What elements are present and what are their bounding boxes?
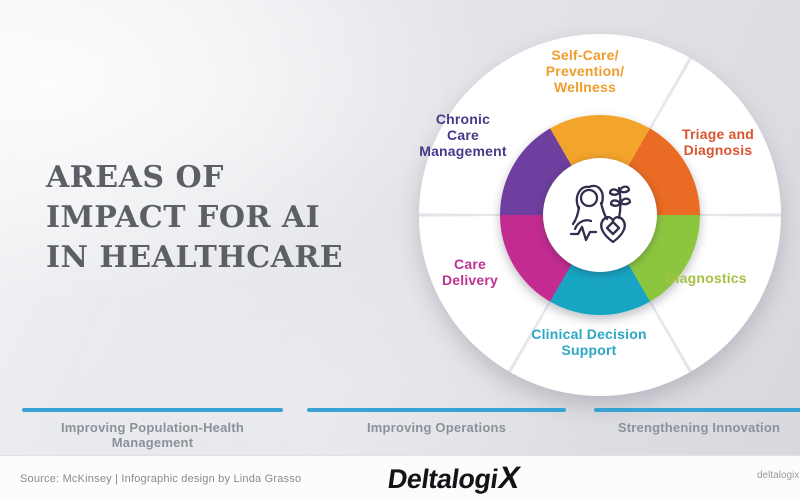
category-label: Improving Operations: [366, 420, 507, 435]
category-underline: [307, 408, 566, 412]
main-panel: AREAS OF IMPACT FOR AI IN HEALTHCARE: [0, 0, 800, 455]
title-line-3: IN HEALTHCARE: [46, 240, 344, 275]
footer-bar: Source: McKinsey | Infographic design by…: [0, 455, 800, 500]
category-innovation: Strengthening Innovation: [594, 408, 800, 435]
category-underline: [594, 408, 800, 412]
segment-label-chronic-care: Chronic Care Management: [419, 111, 507, 159]
page-title: AREAS OF IMPACT FOR AI IN HEALTHCARE: [46, 158, 386, 278]
category-underline: [22, 408, 283, 412]
wheel-center: [543, 158, 657, 272]
segment-label-clinical-decision: Clinical Decision Support: [531, 326, 647, 358]
woman-plant-heart-ekg-icon: [569, 184, 632, 244]
source-credit: Source: McKinsey | Infographic design by…: [20, 473, 302, 485]
segment-label-care-delivery: Care Delivery: [441, 256, 499, 288]
segment-label-diagnostics: Diagnostics: [665, 270, 747, 286]
impact-wheel: Self-Care/ Prevention/ Wellness Triage a…: [419, 34, 781, 396]
watermark-text: deltalogix: [757, 470, 800, 481]
category-operations: Improving Operations: [307, 408, 566, 435]
category-label: Strengthening Innovation: [617, 420, 781, 435]
category-label: Improving Population-Health Management: [60, 420, 245, 450]
category-population-health: Improving Population-Health Management: [22, 408, 283, 450]
segment-label-triage: Triage and Diagnosis: [681, 126, 755, 158]
segment-label-self-care: Self-Care/ Prevention/ Wellness: [545, 47, 625, 95]
deltalogix-logo: DeltalogiX: [385, 460, 523, 496]
title-line-1: AREAS OF: [46, 160, 224, 195]
logo-text-prefix: Deltalogi: [385, 464, 500, 494]
title-line-2: IMPACT FOR AI: [46, 200, 321, 235]
